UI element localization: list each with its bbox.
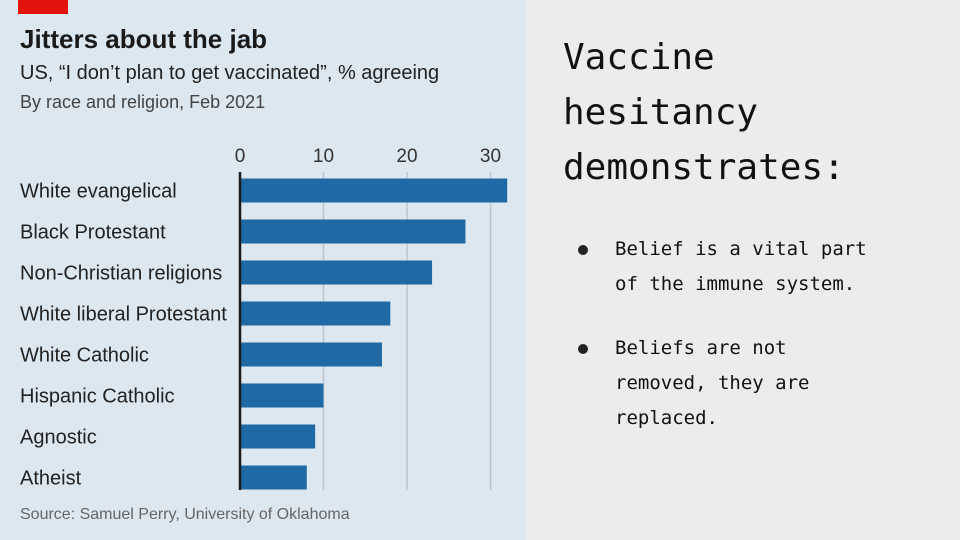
bullet-line: removed, they are [615,372,810,394]
category-label: Agnostic [20,427,97,449]
x-tick-label: 0 [235,146,246,167]
bar [240,260,433,285]
bar-chart: 0 10 20 30 White evangelical Black Protestant… [20,146,508,490]
x-tick-label: 20 [396,146,417,167]
category-label: White liberal Protestant [20,304,227,326]
bar [240,178,508,203]
bullet-line: Belief is a vital part [615,238,867,260]
chart-title: Jitters about the jab [20,24,268,54]
bullet-item: Beliefs are not removed, they are replac… [578,331,938,436]
bullet-list: Belief is a vital part of the immune sys… [578,232,938,465]
x-tick-label: 10 [313,146,334,167]
category-label: Non-Christian religions [20,263,222,285]
chart-source: Source: Samuel Perry, University of Okla… [20,506,350,523]
bullet-line: of the immune system. [615,273,856,295]
slide-title-line: hesitancy [563,92,759,133]
chart-subtitle-secondary: By race and religion, Feb 2021 [20,92,266,112]
bullet-dot-icon [578,245,588,255]
bullet-dot-icon [578,344,588,354]
chart-panel: Jitters about the jab US, “I don’t plan … [0,0,525,540]
bar [240,342,382,367]
bar [240,301,391,326]
category-label: White evangelical [20,181,177,203]
chart-subtitle: US, “I don’t plan to get vaccinated”, % … [20,62,440,84]
slide-title-line: demonstrates: [563,147,845,188]
slide-title: Vaccine hesitancy demonstrates: [563,30,943,195]
category-label: Hispanic Catholic [20,386,175,408]
x-tick-label: 30 [480,146,501,167]
bullet-item: Belief is a vital part of the immune sys… [578,232,938,302]
bar [240,465,307,490]
bar [240,424,316,449]
economist-red-tag [18,0,68,14]
category-label: Atheist [20,468,82,490]
category-label: White Catholic [20,345,149,367]
category-label: Black Protestant [20,222,166,244]
bullet-line: replaced. [615,407,718,429]
bar [240,219,466,244]
bullet-line: Beliefs are not [615,337,787,359]
bar [240,383,324,408]
slide-title-line: Vaccine [563,37,715,78]
